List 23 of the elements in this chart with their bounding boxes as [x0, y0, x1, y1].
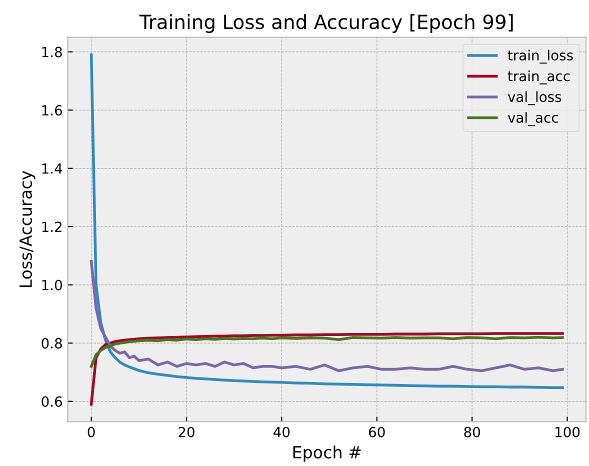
chart-title: Training Loss and Accuracy [Epoch 99] — [139, 14, 513, 33]
legend-label: train_acc — [508, 70, 570, 84]
line-series — [90, 260, 564, 372]
legend-label: val_acc — [508, 112, 558, 126]
x-tick-label: 60 — [369, 426, 385, 438]
y-tick-label: 1.4 — [42, 163, 62, 174]
x-axis-title: Epoch # — [293, 446, 361, 462]
y-axis-title: Loss/Accuracy — [20, 170, 36, 287]
line-series — [90, 332, 564, 406]
line-series — [90, 336, 564, 368]
x-tick-label: 80 — [464, 426, 480, 438]
x-tick-label: 100 — [556, 426, 580, 438]
y-tick-label: 1.8 — [42, 46, 62, 58]
y-tick-label: 0.8 — [42, 338, 62, 349]
x-tick-label: 20 — [178, 426, 194, 438]
x-tick-label: 0 — [88, 426, 95, 438]
legend-label: val_loss — [508, 91, 562, 106]
y-tick-label: 1.6 — [42, 105, 62, 116]
y-tick-label: 1.0 — [42, 280, 62, 290]
y-tick-label: 0.6 — [42, 396, 62, 407]
y-tick-label: 1.2 — [42, 222, 62, 232]
legend-label: train_loss — [508, 50, 573, 64]
x-tick-label: 40 — [274, 426, 290, 438]
